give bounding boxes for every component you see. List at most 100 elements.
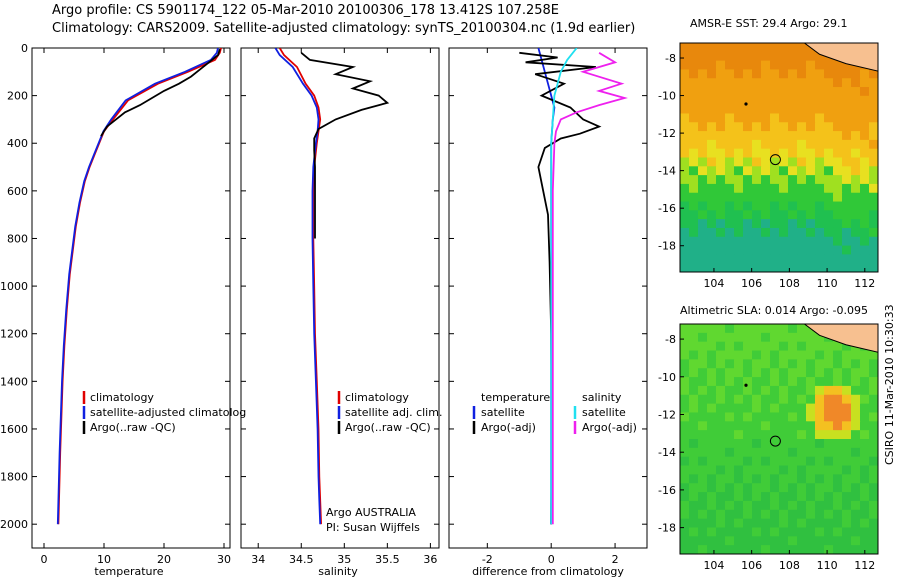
sst-map-cell — [716, 95, 726, 106]
sst-map-cell — [869, 245, 878, 255]
sst-map-cell — [869, 95, 878, 106]
sst-map-cell — [689, 104, 699, 115]
sla-map-cell — [833, 430, 843, 440]
difference-legend: temperature satellite Argo(-adj) salinit… — [472, 391, 637, 434]
sst-map-cell — [788, 78, 798, 88]
sst-map-cell — [824, 236, 834, 247]
sla-map-cell — [770, 412, 780, 422]
sla-map-cell — [734, 536, 744, 546]
sla-map-cell — [707, 545, 717, 554]
sla-map-cell — [689, 385, 699, 396]
sla-map-cell — [833, 527, 843, 537]
sst-map-cell — [788, 113, 798, 123]
sla-map-island-marker — [744, 383, 748, 387]
sla-map-cell — [707, 368, 717, 378]
sla-map-xtick-label: 112 — [854, 559, 875, 572]
sla-map-cell — [842, 447, 852, 458]
sla-map-cell — [806, 350, 816, 360]
sst-map-cell — [860, 245, 870, 255]
sla-map-cell — [869, 474, 878, 484]
sst-map-cell — [788, 131, 798, 141]
sla-map-cell — [779, 545, 789, 554]
sst-map-cell — [734, 166, 744, 176]
sst-map-cell — [743, 236, 753, 247]
sla-map-cell — [770, 483, 780, 493]
sst-map-cell — [761, 69, 771, 79]
sst-map-cell — [734, 139, 744, 150]
sla-map-cell — [833, 518, 843, 529]
legend-label-satellite: satellite adj. clim. — [345, 406, 442, 419]
sla-map-cell — [806, 341, 816, 352]
sla-map-cell — [824, 492, 834, 502]
sst-map-cell — [788, 60, 798, 71]
sla-map-cell — [797, 500, 807, 511]
sst-map-cell — [770, 60, 780, 71]
sla-map-cell — [797, 377, 807, 387]
sst-map-cell — [806, 201, 816, 211]
sla-map-cell — [680, 483, 690, 493]
sla-map-cell — [815, 474, 825, 484]
sla-map-cell — [842, 474, 852, 484]
salinity-profile-panel: 34 34.5 35 35.5 36 salinity climatology sate… — [240, 47, 442, 578]
sla-map-cell — [752, 332, 762, 343]
sst-map-cell — [761, 254, 771, 264]
sst-map-cell — [761, 183, 771, 194]
sla-map-cell — [752, 368, 762, 378]
sla-map-cell — [734, 492, 744, 502]
sla-map-cell — [815, 332, 825, 343]
sla-map-cell — [680, 536, 690, 546]
sla-map-cell — [788, 332, 798, 343]
sst-map-cell — [689, 148, 699, 159]
sst-map-cell — [734, 87, 744, 97]
sla-map-cell — [860, 536, 870, 546]
sla-map-cell — [725, 412, 735, 422]
sst-map-cell — [851, 219, 861, 229]
sla-map-cell — [761, 474, 771, 484]
sst-map-cell — [689, 43, 699, 53]
sst-map-cell — [842, 175, 852, 185]
sla-map-cell — [734, 430, 744, 440]
sst-map-cell — [779, 139, 789, 150]
sst-map-cell — [860, 131, 870, 141]
sla-map-cell — [824, 341, 834, 352]
sst-map-cell — [743, 201, 753, 211]
sst-map-cell — [689, 166, 699, 176]
sst-map-cell — [779, 51, 789, 62]
sla-map-cell — [860, 500, 870, 511]
sst-map-cell — [752, 236, 762, 247]
sla-map-cell — [833, 412, 843, 422]
sla-map-cell — [770, 536, 780, 546]
depth-tick-label: 2000 — [0, 518, 28, 531]
sla-map-cell — [833, 509, 843, 520]
sst-map-cell — [734, 227, 744, 238]
sla-map-cell — [779, 385, 789, 396]
sla-map-cell — [788, 350, 798, 360]
sst-map-xtick-label: 108 — [779, 277, 800, 290]
sla-map-cell — [806, 332, 816, 343]
sla-map-cell — [797, 456, 807, 467]
sst-map-cell — [680, 219, 690, 229]
sst-map-ytick-label: -18 — [658, 240, 676, 253]
sla-map-cell — [788, 377, 798, 387]
sla-map-cell — [716, 500, 726, 511]
sst-map-cell — [752, 245, 762, 255]
sla-map-cell — [707, 350, 717, 360]
sla-map-cell — [842, 465, 852, 475]
sla-map-cell — [734, 332, 744, 343]
sla-map-cell — [842, 492, 852, 502]
sla-map-cell — [770, 447, 780, 458]
sst-map-cell — [743, 254, 753, 264]
sst-map-cell — [851, 157, 861, 167]
sla-map-cell — [779, 368, 789, 378]
sla-map-cell — [815, 359, 825, 369]
sst-map-cell — [689, 219, 699, 229]
sla-map-cell — [842, 500, 852, 511]
sst-map-cell — [752, 166, 762, 176]
sst-map-cell — [761, 219, 771, 229]
sla-map-cell — [734, 527, 744, 537]
sla-map-cell — [752, 509, 762, 520]
sst-map-cell — [680, 104, 690, 115]
sla-map-cell — [869, 500, 878, 511]
sst-map-cell — [797, 43, 807, 53]
sla-map-cell — [806, 474, 816, 484]
